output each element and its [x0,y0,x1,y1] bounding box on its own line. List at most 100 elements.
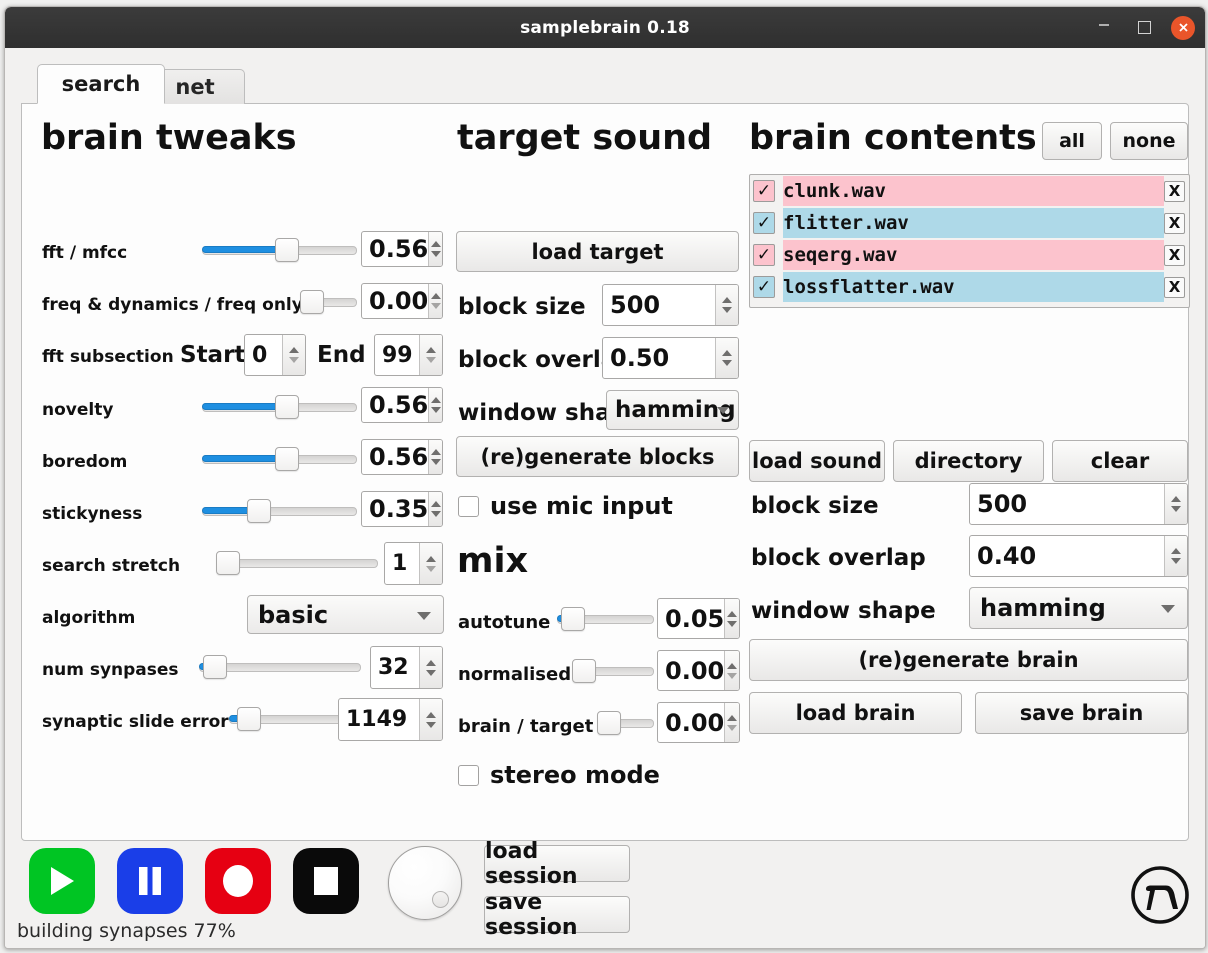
list-item-remove-button[interactable]: X [1164,276,1185,298]
list-item[interactable]: ✓ lossflatter.wav X [750,271,1189,303]
slider-handle[interactable] [247,499,271,523]
slider-handle[interactable] [561,607,585,631]
slider-num-synapses[interactable] [199,655,361,679]
list-item[interactable]: ✓ clunk.wav X [750,175,1189,207]
spinbox-fft-start[interactable]: 0 [244,334,306,376]
spinbox-down-icon[interactable] [426,669,436,676]
clear-button[interactable]: clear [1052,440,1188,482]
spinbox-num-synapses[interactable]: 32 [370,646,443,689]
spinbox-arrows[interactable] [419,647,442,688]
load-sound-button[interactable]: load sound [749,440,885,482]
spinbox-arrows[interactable] [1164,484,1187,524]
list-item-checkbox[interactable]: ✓ [753,212,775,234]
list-item-remove-button[interactable]: X [1164,180,1185,202]
spinbox-up-icon[interactable] [426,711,436,718]
spinbox-up-icon[interactable] [1171,496,1181,502]
pause-button[interactable] [117,848,183,914]
spinbox-down-icon[interactable] [426,721,436,728]
spinbox-up-icon[interactable] [727,610,738,617]
spinbox-down-icon[interactable] [430,407,441,413]
record-button[interactable] [205,848,271,914]
spinbox-down-icon[interactable] [430,511,441,517]
spinbox-up-icon[interactable] [430,501,441,507]
spinbox-arrows[interactable] [428,492,442,526]
spinbox-arrows[interactable] [724,651,739,690]
directory-button[interactable]: directory [893,440,1044,482]
spinbox-target-block-overlap[interactable]: 0.50 [602,337,739,379]
slider-handle[interactable] [597,711,621,735]
slider-boredom[interactable] [202,447,357,471]
list-item[interactable]: ✓ seqerg.wav X [750,239,1189,271]
brain-contents-list[interactable]: ✓ clunk.wav X ✓ flitter.wav X ✓ seqerg.w… [749,174,1190,308]
spinbox-arrows[interactable] [715,285,738,325]
slider-brain-target[interactable] [597,711,654,735]
spinbox-down-icon[interactable] [430,251,441,257]
load-target-button[interactable]: load target [456,231,739,272]
list-item-checkbox[interactable]: ✓ [753,276,775,298]
slider-fft-mfcc[interactable] [202,238,357,262]
select-none-button[interactable]: none [1110,122,1188,160]
regenerate-blocks-button[interactable]: (re)generate blocks [456,436,739,477]
spinbox-arrows[interactable] [282,335,305,375]
select-all-button[interactable]: all [1042,122,1102,160]
spinbox-target-block-size[interactable]: 500 [602,284,739,326]
spinbox-stickyness[interactable]: 0.35 [361,491,443,527]
spinbox-arrows[interactable] [419,699,442,740]
tab-search[interactable]: search [37,64,165,104]
spinbox-up-icon[interactable] [727,714,738,721]
spinbox-arrows[interactable] [428,440,442,474]
slider-normalised[interactable] [572,659,654,683]
spinbox-down-icon[interactable] [722,360,732,366]
regenerate-brain-button[interactable]: (re)generate brain [749,639,1188,681]
slider-handle[interactable] [275,447,299,471]
spinbox-down-icon[interactable] [426,565,436,572]
slider-handle[interactable] [275,238,299,262]
save-session-button[interactable]: save session [484,890,630,940]
spinbox-brain-target[interactable]: 0.00 [657,702,740,743]
slider-handle[interactable] [216,551,240,575]
list-item-remove-button[interactable]: X [1164,244,1185,266]
slider-handle[interactable] [237,707,261,731]
spinbox-down-icon[interactable] [430,303,441,309]
spinbox-up-icon[interactable] [430,241,441,247]
spinbox-arrows[interactable] [724,599,739,638]
spinbox-down-icon[interactable] [727,620,738,627]
spinbox-arrows[interactable] [428,284,442,318]
spinbox-brain-block-overlap[interactable]: 0.40 [969,535,1188,577]
spinbox-down-icon[interactable] [722,307,732,313]
spinbox-autotune[interactable]: 0.05 [657,598,740,639]
spinbox-arrows[interactable] [428,388,442,422]
list-item[interactable]: ✓ flitter.wav X [750,207,1189,239]
minimize-icon[interactable] [1091,11,1117,45]
spinbox-up-icon[interactable] [722,350,732,356]
spinbox-up-icon[interactable] [430,397,441,403]
spinbox-arrows[interactable] [724,703,739,742]
spinbox-up-icon[interactable] [289,347,299,353]
spinbox-up-icon[interactable] [722,297,732,303]
spinbox-down-icon[interactable] [727,672,738,679]
combobox-brain-window-shape[interactable]: hamming [969,587,1188,629]
spinbox-brain-block-size[interactable]: 500 [969,483,1188,525]
stereo-mode-checkbox[interactable] [458,765,479,786]
spinbox-down-icon[interactable] [1171,506,1181,512]
slider-stickyness[interactable] [202,499,357,523]
use-mic-input-checkbox[interactable] [458,496,479,517]
spinbox-fft-mfcc[interactable]: 0.56 [361,231,443,267]
spinbox-normalised[interactable]: 0.00 [657,650,740,691]
slider-handle[interactable] [572,659,596,683]
slider-autotune[interactable] [557,607,654,631]
slider-handle[interactable] [300,290,324,314]
spinbox-arrows[interactable] [715,338,738,378]
slider-novelty[interactable] [202,395,357,419]
load-session-button[interactable]: load session [484,839,630,889]
spinbox-arrows[interactable] [419,543,442,584]
spinbox-search-stretch[interactable]: 1 [384,542,443,585]
save-brain-button[interactable]: save brain [975,692,1188,734]
spinbox-up-icon[interactable] [426,555,436,562]
spinbox-up-icon[interactable] [430,449,441,455]
spinbox-freq-dynamics[interactable]: 0.00 [361,283,443,319]
close-icon[interactable] [1171,15,1195,40]
list-item-checkbox[interactable]: ✓ [753,180,775,202]
spinbox-arrows[interactable] [428,232,442,266]
spinbox-up-icon[interactable] [1171,548,1181,554]
